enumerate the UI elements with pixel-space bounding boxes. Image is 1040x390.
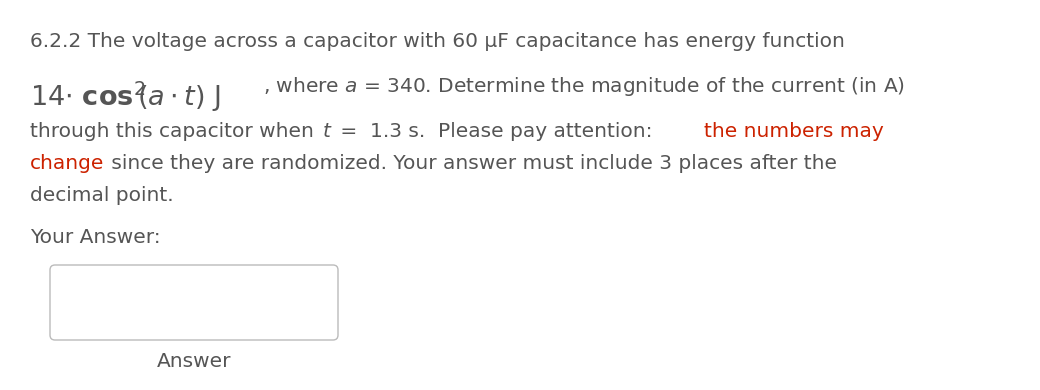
Text: , where $a$ = 340. Determine the magnitude of the current (in A): , where $a$ = 340. Determine the magnitu… xyxy=(263,75,905,98)
FancyBboxPatch shape xyxy=(50,265,338,340)
Text: $14{\cdot}\ \mathbf{cos}^{2}\!\!\left(\mathit{a}\cdot\mathit{t}\right)$ J: $14{\cdot}\ \mathbf{cos}^{2}\!\!\left(\m… xyxy=(30,80,220,115)
Text: change: change xyxy=(30,154,104,173)
Text: 6.2.2 The voltage across a capacitor with 60 μF capacitance has energy function: 6.2.2 The voltage across a capacitor wit… xyxy=(30,32,844,51)
Text: the numbers may: the numbers may xyxy=(704,122,884,141)
Text: since they are randomized. Your answer must include 3 places after the: since they are randomized. Your answer m… xyxy=(105,154,837,173)
Text: Answer: Answer xyxy=(157,352,231,371)
Text: through this capacitor when: through this capacitor when xyxy=(30,122,320,141)
Text: =  1.3 s.  Please pay attention:: = 1.3 s. Please pay attention: xyxy=(334,122,659,141)
Text: decimal point.: decimal point. xyxy=(30,186,174,205)
Text: Your Answer:: Your Answer: xyxy=(30,228,160,247)
Text: $t$: $t$ xyxy=(322,122,333,141)
